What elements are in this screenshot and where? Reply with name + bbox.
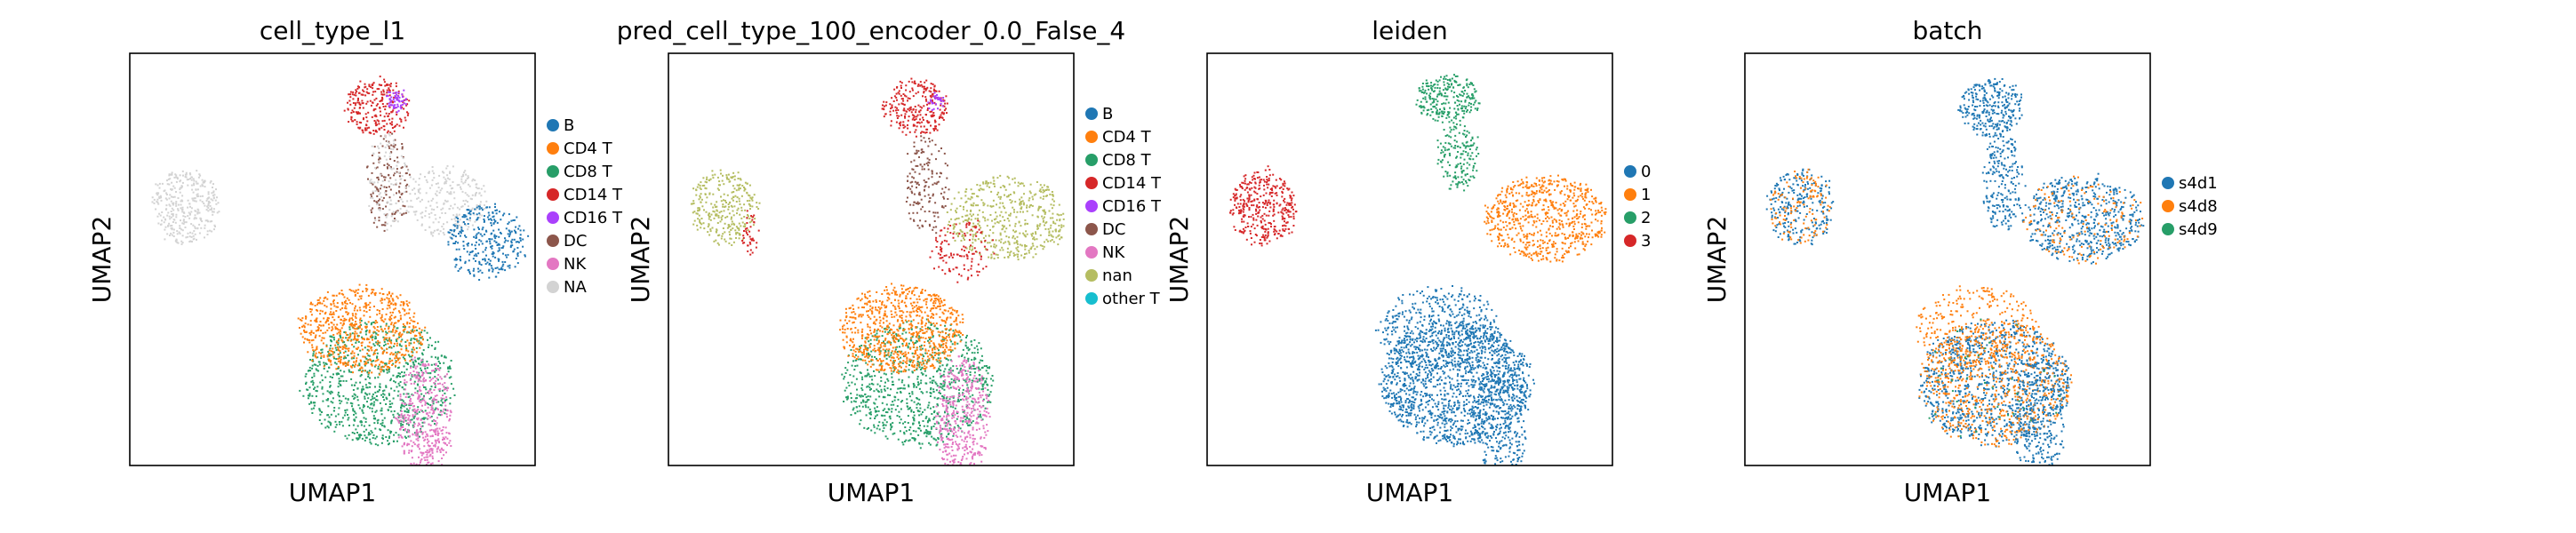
legend-label: 3 (1641, 232, 1651, 251)
legend-marker (547, 142, 559, 155)
legend-label: 0 (1641, 163, 1651, 181)
panel-frame-3 (1206, 52, 1613, 466)
panel-2: pred_cell_type_100_encoder_0.0_False_4 UM… (617, 16, 1162, 507)
legend-marker (2162, 177, 2174, 189)
legend-label: CD16 T (564, 209, 623, 227)
legend-label: CD4 T (564, 139, 613, 158)
legend: B CD4 T CD8 T CD14 T CD16 T DC NK NA (547, 116, 623, 297)
legend-label: B (1102, 105, 1113, 123)
y-axis-label: UMAP2 (1164, 216, 1194, 304)
legend-marker (1085, 292, 1098, 305)
legend-marker (1085, 200, 1098, 212)
panel-3: leiden UMAP1 UMAP2 0 1 2 3 (1164, 16, 1651, 507)
legend-label: CD8 T (1102, 151, 1152, 170)
legend-label: CD8 T (564, 163, 613, 181)
legend-marker (1085, 269, 1098, 282)
legend-marker (1624, 211, 1636, 224)
panel-frame-2 (668, 52, 1075, 466)
y-axis-label: UMAP2 (626, 216, 655, 304)
legend-label: CD16 T (1102, 197, 1162, 216)
legend-label: s4d9 (2179, 220, 2218, 239)
legend: B CD4 T CD8 T CD14 T CD16 T DC NK nan other T (1085, 105, 1162, 308)
legend-label: CD14 T (564, 186, 623, 204)
legend-label: CD4 T (1102, 128, 1152, 147)
legend-marker (2162, 200, 2174, 212)
legend-marker (547, 258, 559, 270)
legend-label: CD14 T (1102, 174, 1162, 193)
panel-title: leiden (1372, 16, 1448, 45)
scatter-points-2 (690, 77, 1065, 465)
legend-marker (1085, 223, 1098, 235)
legend-marker (1085, 177, 1098, 189)
legend-marker (1085, 107, 1098, 120)
panel-title: cell_type_l1 (260, 16, 405, 45)
legend-label: 2 (1641, 209, 1651, 227)
legend-marker (547, 211, 559, 224)
x-axis-label: UMAP1 (1366, 478, 1454, 507)
y-axis-label: UMAP2 (87, 216, 116, 304)
legend: s4d1 s4d8 s4d9 (2162, 174, 2218, 239)
legend-marker (1085, 154, 1098, 166)
legend-label: DC (1102, 220, 1125, 239)
legend-label: NK (1102, 243, 1125, 262)
legend-marker (547, 281, 559, 293)
panel-4: batch UMAP1 UMAP2 s4d1 s4d8 s4d9 (1702, 16, 2218, 507)
x-axis-label: UMAP1 (289, 478, 377, 507)
legend-marker (1624, 188, 1636, 201)
legend-label: 1 (1641, 186, 1651, 204)
legend-marker (2162, 223, 2174, 235)
legend-label: nan (1102, 266, 1132, 285)
legend-marker (1085, 246, 1098, 259)
legend-label: NK (564, 255, 587, 274)
legend-label: B (564, 116, 574, 135)
y-axis-label: UMAP2 (1702, 216, 1732, 304)
legend-label: s4d1 (2179, 174, 2218, 193)
legend-marker (1624, 165, 1636, 178)
x-axis-label: UMAP1 (828, 478, 916, 507)
panel-frame-4 (1744, 52, 2151, 466)
legend-marker (547, 119, 559, 131)
legend: 0 1 2 3 (1624, 163, 1651, 251)
legend-label: DC (564, 232, 587, 251)
scatter-points-1 (151, 76, 530, 465)
legend-marker (547, 235, 559, 247)
legend-label: NA (564, 278, 587, 297)
legend-marker (1085, 131, 1098, 143)
scatter-points-3 (1229, 74, 1607, 465)
x-axis-label: UMAP1 (1904, 478, 1992, 507)
panel-1: cell_type_l1 UMAP1 UMAP2 B CD4 T CD8 T CD14 T C… (87, 16, 623, 507)
panel-title: pred_cell_type_100_encoder_0.0_False_4 (617, 16, 1125, 45)
panel-title: batch (1912, 16, 1982, 45)
legend-label: s4d8 (2179, 197, 2218, 216)
legend-marker (547, 165, 559, 178)
legend-label: other T (1102, 290, 1161, 308)
legend-marker (547, 188, 559, 201)
legend-marker (1624, 235, 1636, 247)
scatter-points-4 (1765, 77, 2145, 465)
panel-frame-1 (129, 52, 536, 466)
